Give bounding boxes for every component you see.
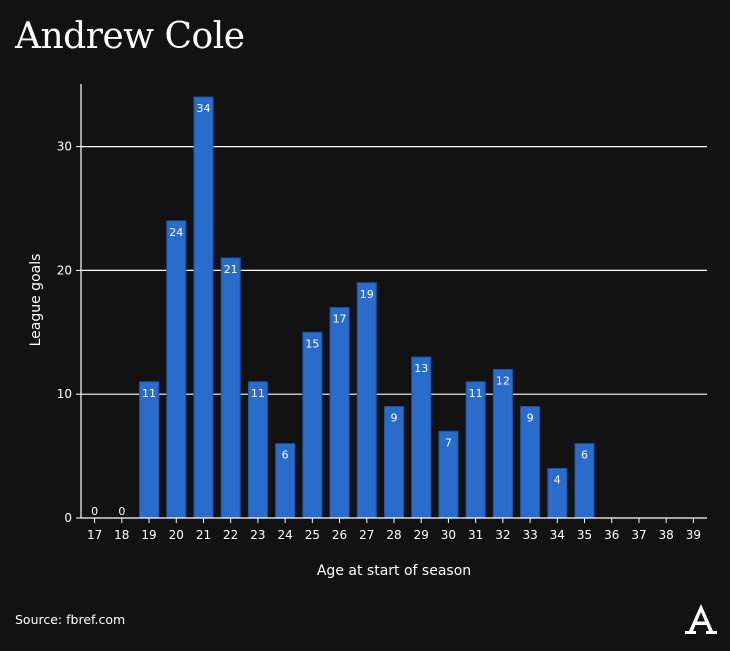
data-label: 11: [251, 387, 265, 400]
x-tick-label: 28: [386, 528, 401, 542]
bar: [166, 220, 187, 519]
bar: [302, 331, 323, 519]
axes: 0 10 20 30 17 18 19 20 21 22 23 24 25 26 27 28 29 30 31 32 3…: [57, 84, 707, 542]
data-label: 6: [282, 449, 289, 462]
data-label: 15: [305, 337, 319, 350]
y-tick-label: 10: [57, 387, 72, 401]
data-label: 17: [333, 313, 347, 326]
x-tick-label: 27: [359, 528, 374, 542]
data-label: 11: [469, 387, 483, 400]
x-tick-label: 33: [522, 528, 537, 542]
x-tick-label: 22: [223, 528, 238, 542]
x-tick-label: 29: [414, 528, 429, 542]
data-label: 6: [581, 449, 588, 462]
data-labels: 0 0 11 24 34 21 11 6 15 17 19 9 13 7 11 12 9 4 6: [91, 102, 588, 518]
y-tick-label: 0: [64, 511, 72, 525]
bar: [220, 257, 241, 519]
bar: [356, 282, 377, 519]
bar: [411, 356, 432, 519]
x-tick-label: 30: [441, 528, 456, 542]
x-tick-label: 23: [250, 528, 265, 542]
x-tick-label: 25: [305, 528, 320, 542]
x-tick-label: 20: [169, 528, 184, 542]
x-tick-label: 17: [87, 528, 102, 542]
x-tick-label: 21: [196, 528, 211, 542]
data-label: 21: [224, 263, 238, 276]
x-tick-label: 37: [631, 528, 646, 542]
x-tick-label: 18: [114, 528, 129, 542]
data-label: 7: [445, 436, 452, 449]
x-tick-label: 36: [604, 528, 619, 542]
bar: [465, 381, 486, 519]
x-tick-label: 39: [686, 528, 701, 542]
x-tick-label: 26: [332, 528, 347, 542]
x-axis-label: Age at start of season: [317, 563, 471, 579]
source-note: Source: fbref.com: [15, 612, 126, 627]
x-tick-label: 34: [550, 528, 565, 542]
data-label: 34: [196, 102, 210, 115]
y-tick-label: 30: [57, 140, 72, 154]
data-label: 4: [554, 473, 561, 486]
x-tick-label: 19: [141, 528, 156, 542]
data-label: 11: [142, 387, 156, 400]
data-label: 13: [414, 362, 428, 375]
data-label: 12: [496, 374, 510, 387]
data-label: 0: [118, 505, 125, 518]
bar: [492, 368, 513, 519]
data-label: 0: [91, 505, 98, 518]
x-tick-label: 24: [277, 528, 292, 542]
bar: [193, 96, 214, 519]
bar: [139, 381, 160, 519]
data-label: 19: [360, 288, 374, 301]
bar: [247, 381, 268, 519]
y-tick-label: 20: [57, 263, 72, 277]
y-axis-label: League goals: [28, 254, 44, 347]
bar: [329, 307, 350, 519]
chart-title: Andrew Cole: [15, 16, 245, 57]
athletic-logo-icon: [685, 604, 717, 634]
x-tick-label: 31: [468, 528, 483, 542]
x-tick-label: 32: [495, 528, 510, 542]
x-tick-label: 35: [577, 528, 592, 542]
bars: [139, 96, 595, 519]
data-label: 24: [169, 226, 183, 239]
x-tick-label: 38: [659, 528, 674, 542]
data-label: 9: [527, 412, 534, 425]
data-label: 9: [391, 412, 398, 425]
